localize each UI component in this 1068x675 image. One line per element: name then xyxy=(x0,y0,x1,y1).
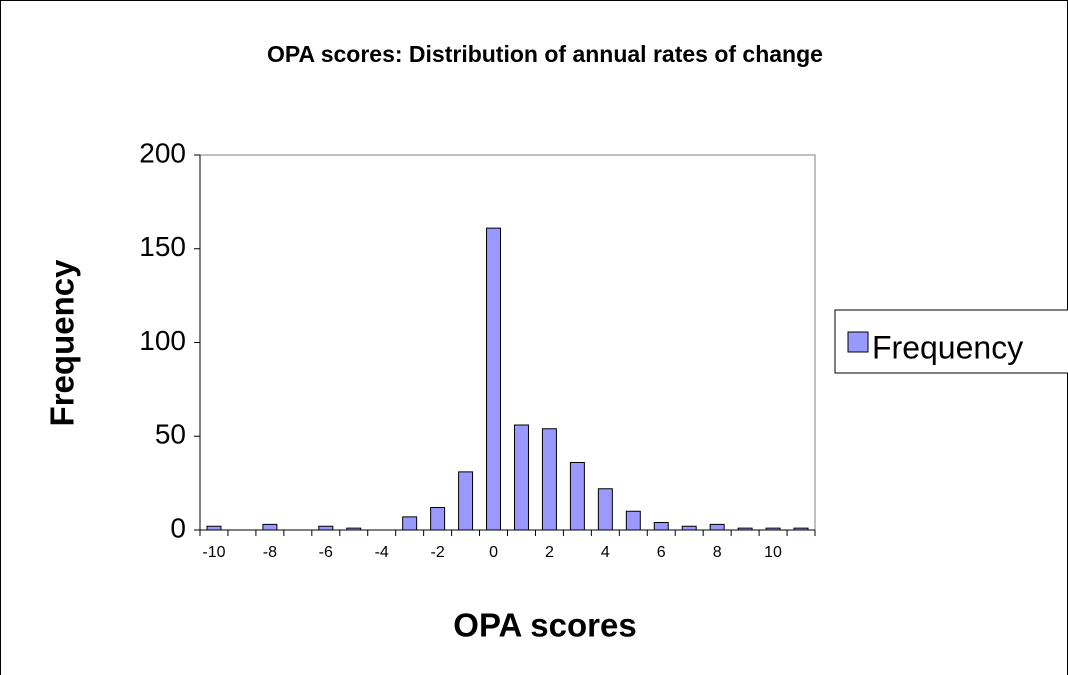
bar xyxy=(625,510,641,531)
y-tick-label: 50 xyxy=(155,419,186,450)
x-tick-label: 0 xyxy=(489,544,498,561)
bar xyxy=(430,507,446,531)
x-tick-label: 8 xyxy=(713,544,722,561)
x-tick-label: -4 xyxy=(375,544,389,561)
bar xyxy=(262,523,278,531)
x-tick-label: 2 xyxy=(545,544,554,561)
legend-swatch xyxy=(847,331,869,353)
x-tick-label: -6 xyxy=(319,544,333,561)
y-tick-label: 100 xyxy=(139,325,186,356)
y-axis-title: Frequency xyxy=(44,259,81,427)
chart-title: OPA scores: Distribution of annual rates… xyxy=(267,41,823,67)
bar xyxy=(486,227,502,531)
x-tick-label: 10 xyxy=(764,544,782,561)
bar xyxy=(597,488,613,531)
bar xyxy=(458,471,474,531)
bar xyxy=(318,525,334,531)
x-axis-title: OPA scores xyxy=(453,607,636,644)
x-tick-label: -2 xyxy=(430,544,444,561)
x-tick-label: 4 xyxy=(601,544,610,561)
bar xyxy=(681,525,697,531)
bar xyxy=(569,462,585,531)
x-tick-label: -8 xyxy=(263,544,277,561)
x-tick-label: -10 xyxy=(202,544,225,561)
bar xyxy=(402,516,418,531)
y-tick-label: 0 xyxy=(170,512,186,543)
bar xyxy=(513,424,529,531)
y-tick-label: 150 xyxy=(139,231,186,262)
legend-label: Frequency xyxy=(872,329,1023,365)
y-tick-label: 200 xyxy=(139,137,186,168)
bar xyxy=(541,428,557,531)
x-tick-label: 6 xyxy=(657,544,666,561)
bar xyxy=(709,523,725,531)
legend-box xyxy=(834,309,1068,374)
bar xyxy=(653,522,669,531)
bar xyxy=(206,525,222,531)
